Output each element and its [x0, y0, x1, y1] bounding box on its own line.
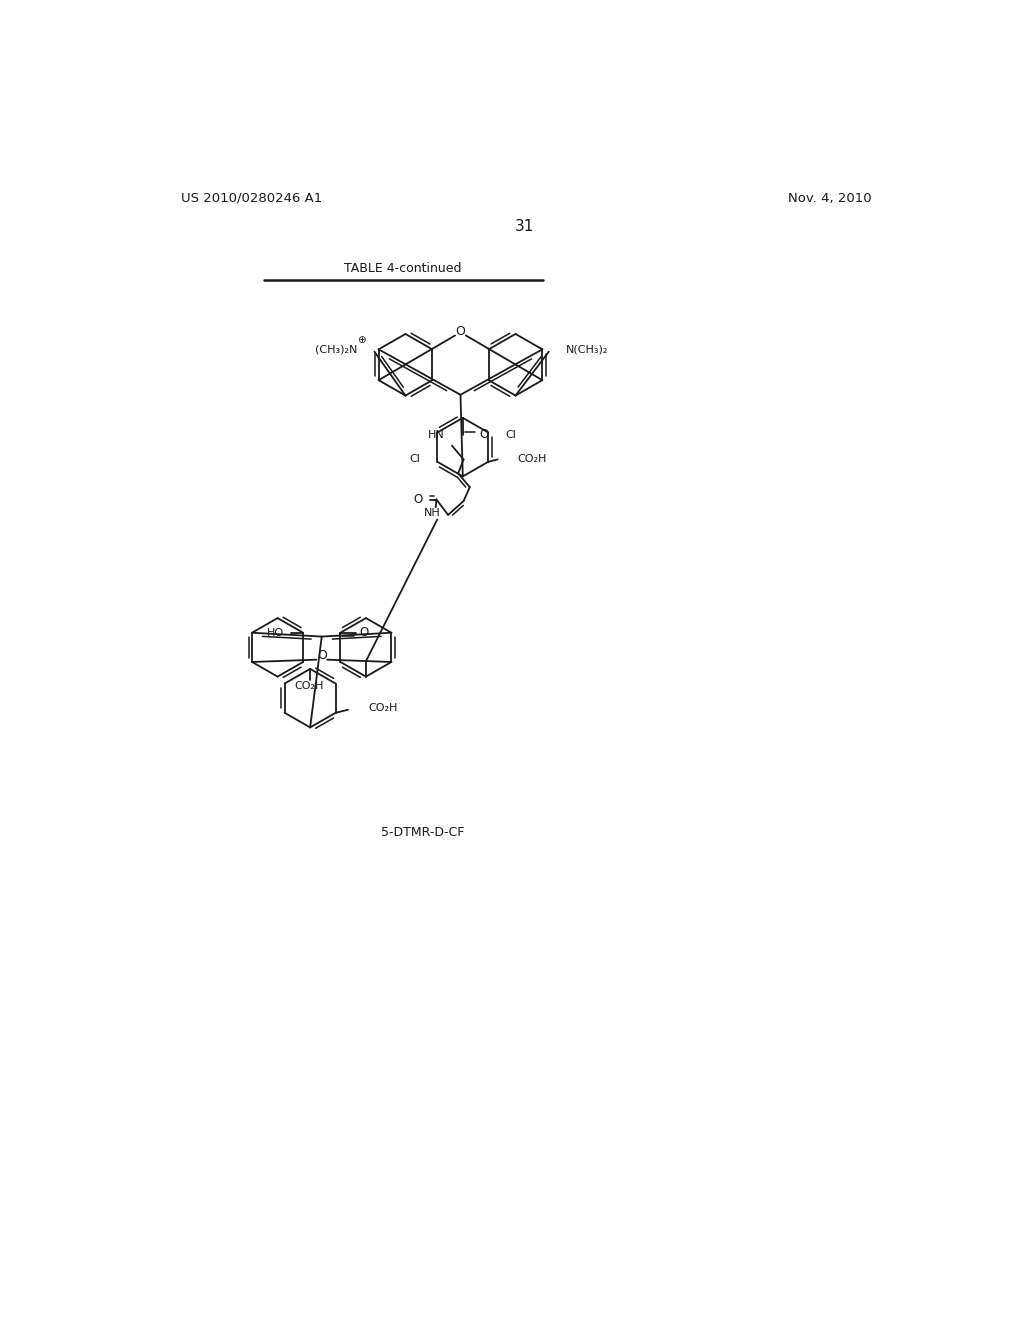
Text: CO₂H: CO₂H — [518, 454, 547, 463]
Text: CO₂H: CO₂H — [369, 704, 397, 713]
Text: (CH₃)₂N: (CH₃)₂N — [315, 345, 357, 354]
Text: HO: HO — [266, 628, 284, 638]
Text: US 2010/0280246 A1: US 2010/0280246 A1 — [180, 191, 322, 205]
Text: 5-DTMR-D-CF: 5-DTMR-D-CF — [381, 825, 464, 838]
Text: O: O — [414, 492, 423, 506]
Text: O: O — [359, 626, 369, 639]
Text: HN: HN — [427, 430, 444, 440]
Text: ⊕: ⊕ — [357, 335, 366, 345]
Text: 31: 31 — [515, 219, 535, 234]
Text: CO₂H: CO₂H — [294, 681, 324, 690]
Text: NH: NH — [424, 508, 441, 519]
Text: TABLE 4-continued: TABLE 4-continued — [344, 261, 462, 275]
Text: N(CH₃)₂: N(CH₃)₂ — [566, 345, 608, 354]
Text: Cl: Cl — [410, 454, 420, 463]
Text: Cl: Cl — [506, 430, 516, 440]
Text: O: O — [480, 428, 489, 441]
Text: O: O — [456, 325, 466, 338]
Text: Nov. 4, 2010: Nov. 4, 2010 — [788, 191, 872, 205]
Text: O: O — [316, 649, 327, 663]
